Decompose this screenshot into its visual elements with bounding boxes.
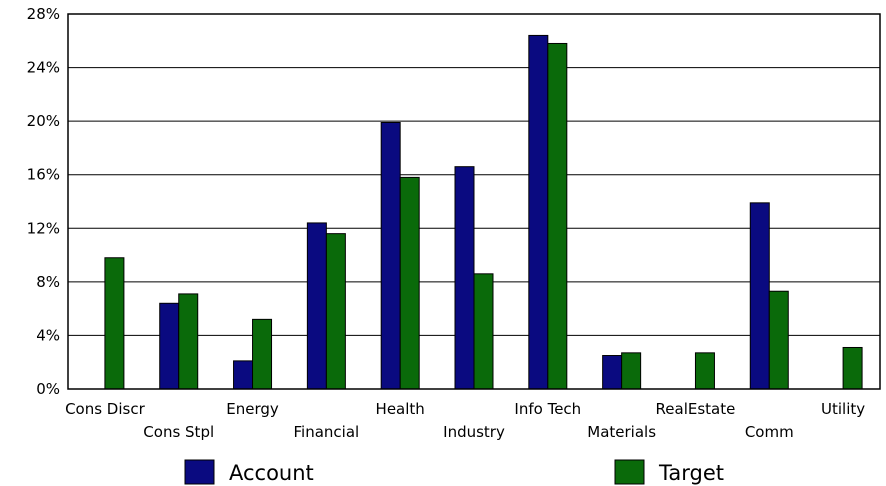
bar-target-cons-discr	[104, 257, 125, 390]
y-tick-label: 16%	[27, 166, 60, 184]
legend-swatch-account	[184, 459, 215, 485]
legend-swatch-target	[614, 459, 645, 485]
bar-target-comm	[768, 290, 789, 390]
bar-target-realestate	[694, 352, 715, 390]
x-category-label: Industry	[443, 423, 505, 441]
x-category-label: Cons Stpl	[143, 423, 214, 441]
legend-label-target: Target	[658, 461, 724, 485]
plot-frame	[67, 13, 881, 390]
x-category-label: Info Tech	[514, 400, 581, 418]
bar-account-industry	[454, 166, 475, 390]
bar-account-info-tech	[528, 34, 549, 390]
x-category-label: RealEstate	[656, 400, 736, 418]
y-tick-label: 0%	[36, 380, 60, 398]
bar-target-health	[399, 176, 420, 390]
y-tick-label: 8%	[36, 273, 60, 291]
x-category-label: Cons Discr	[65, 400, 146, 418]
bar-target-cons-stpl	[178, 293, 199, 390]
bar-target-info-tech	[547, 42, 568, 390]
legend: Account Target	[184, 459, 724, 485]
x-category-label: Utility	[821, 400, 865, 418]
bar-account-energy	[233, 360, 254, 390]
y-tick-label: 12%	[27, 219, 60, 237]
bar-target-industry	[473, 273, 494, 390]
y-tick-label: 20%	[27, 112, 60, 130]
y-axis-ticks: 0% 4% 8% 12% 16% 20% 24% 28%	[27, 5, 60, 398]
bar-target-materials	[621, 352, 642, 390]
bar-account-cons-stpl	[159, 302, 180, 390]
x-category-label: Energy	[226, 400, 279, 418]
x-category-label: Health	[376, 400, 425, 418]
bar-account-comm	[749, 202, 770, 390]
y-tick-label: 28%	[27, 5, 60, 23]
bar-account-health	[380, 121, 401, 390]
x-category-label: Comm	[745, 423, 794, 441]
x-category-label: Financial	[294, 423, 360, 441]
bar-target-financial	[325, 233, 346, 390]
bar-target-utility	[842, 346, 863, 390]
x-axis-labels: Cons Discr Cons Stpl Energy Financial Health…	[65, 400, 865, 441]
bar-account-financial	[306, 222, 327, 390]
y-tick-label: 4%	[36, 326, 60, 344]
bar-account-materials	[602, 355, 623, 390]
bars	[104, 34, 863, 390]
bar-target-energy	[252, 318, 273, 390]
x-category-label: Materials	[587, 423, 656, 441]
legend-label-account: Account	[229, 461, 314, 485]
y-tick-label: 24%	[27, 59, 60, 77]
